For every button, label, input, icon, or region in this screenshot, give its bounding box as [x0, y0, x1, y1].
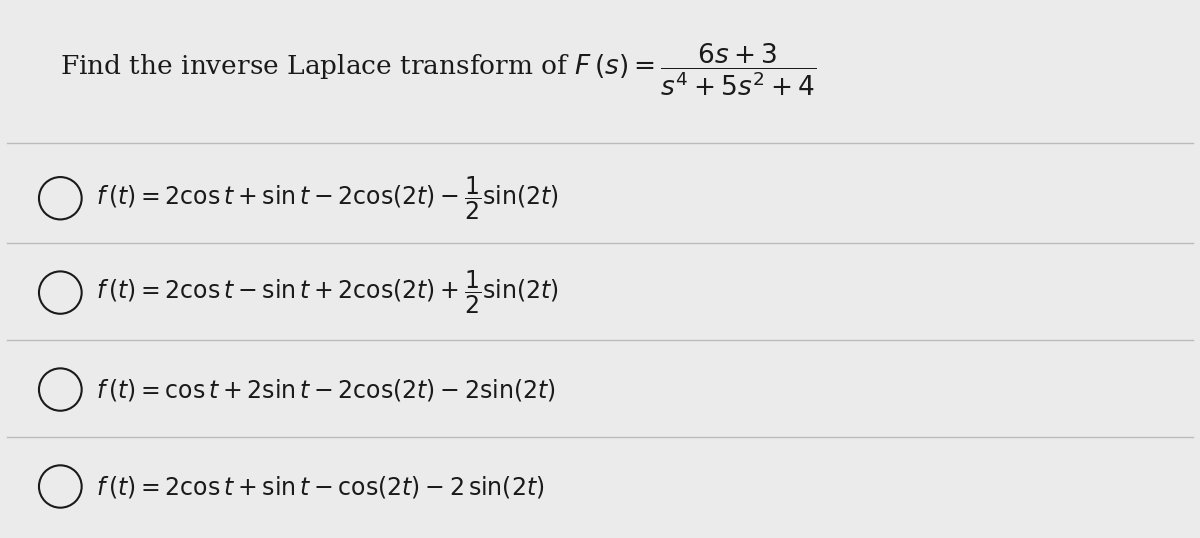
Text: $f\,(t) = 2\cos t - \sin t + 2\cos(2t) + \dfrac{1}{2}\sin(2t)$: $f\,(t) = 2\cos t - \sin t + 2\cos(2t) +…: [96, 269, 558, 316]
Text: $f\,(t) = 2\cos t + \sin t - \cos(2t) - 2\,\sin(2t)$: $f\,(t) = 2\cos t + \sin t - \cos(2t) - …: [96, 473, 545, 499]
Text: Find the inverse Laplace transform of $F\,(s) = \dfrac{6s+3}{s^4+5s^2+4}$: Find the inverse Laplace transform of $F…: [60, 41, 816, 98]
Text: $f\,(t) = \cos t + 2\sin t - 2\cos(2t) - 2\sin(2t)$: $f\,(t) = \cos t + 2\sin t - 2\cos(2t) -…: [96, 377, 556, 402]
Text: $f\,(t) = 2\cos t + \sin t - 2\cos(2t) - \dfrac{1}{2}\sin(2t)$: $f\,(t) = 2\cos t + \sin t - 2\cos(2t) -…: [96, 174, 558, 222]
